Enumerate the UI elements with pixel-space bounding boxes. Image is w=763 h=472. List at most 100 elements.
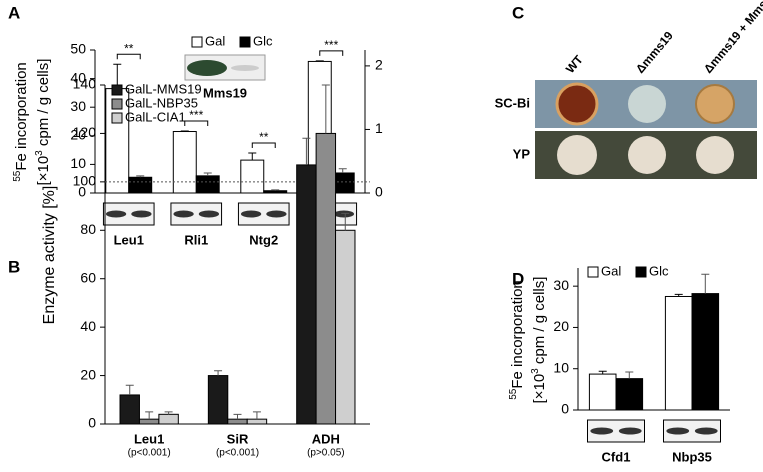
y-axis-label: 55Fe incorporation [508, 280, 526, 400]
y-tick-label: 10 [70, 155, 86, 171]
legend-swatch [239, 36, 251, 48]
blot-band [694, 427, 718, 435]
bar [172, 131, 197, 194]
category-note: (p>0.05) [307, 448, 345, 459]
error-bar [214, 370, 223, 376]
bar [246, 418, 268, 425]
error-bar [252, 411, 261, 420]
bar [588, 373, 617, 411]
legend-swatch [111, 98, 123, 110]
y-axis-label-part: cpm / g cells] [35, 59, 52, 151]
y-tick-label: 0 [561, 401, 569, 417]
blot-band [618, 427, 642, 435]
inset-label: Mms19 [203, 85, 247, 100]
blot-band [333, 210, 355, 218]
panel-label: C [512, 3, 524, 22]
bar [119, 394, 140, 425]
bar [315, 132, 337, 425]
legend-label: Gal [601, 263, 621, 278]
y-tick-label: 10 [553, 359, 569, 375]
bar [207, 375, 229, 425]
bar [263, 190, 288, 194]
y-tick-label: 80 [80, 221, 96, 237]
category-note: (p<0.001) [128, 448, 171, 459]
bar [128, 176, 153, 194]
error-bar [338, 168, 347, 173]
y-tick-label: 0 [88, 415, 96, 431]
error-bar [598, 370, 607, 375]
error-bar [136, 175, 145, 178]
error-bar [125, 384, 134, 395]
error-bar [233, 413, 242, 420]
bar [691, 293, 720, 411]
error-bar [180, 130, 189, 132]
y-axis-label: 55Fe incorporation [12, 62, 30, 182]
bar [615, 378, 644, 411]
legend-swatch [587, 266, 599, 278]
y-axis-label: Enzyme activity [%] [41, 186, 58, 325]
significance-bracket [251, 142, 276, 148]
blot [663, 419, 721, 443]
error-bar [302, 137, 311, 165]
y-tick-label: 30 [70, 98, 86, 114]
significance-bracket [319, 50, 344, 56]
significance-bracket [184, 120, 209, 126]
significance-label: *** [189, 108, 203, 122]
medium-label: SC-Bi [495, 95, 530, 110]
inset-blot [184, 54, 266, 81]
y-axis-label-part: 55 [508, 388, 519, 400]
spot-assay-image [535, 80, 757, 179]
y-axis-label-part: 55 [12, 170, 23, 182]
y-tick-label: 20 [80, 366, 96, 382]
y-tick-label: 40 [80, 318, 96, 334]
error-bar [315, 60, 324, 62]
significance-label: *** [324, 38, 338, 52]
significance-label: ** [259, 130, 269, 144]
legend-swatch [111, 84, 123, 96]
y-axis-label: [×103 cpm / g cells] [530, 277, 548, 404]
blot-band [173, 210, 194, 218]
bar [158, 413, 179, 425]
y2-tick-label: 0 [375, 184, 383, 200]
significance-bracket [116, 53, 141, 60]
legend-label: GalL-CIA1 [125, 109, 186, 124]
error-bar [321, 84, 330, 134]
x-tick-label: Nbp35 [672, 449, 712, 464]
category-note: (p<0.001) [216, 448, 259, 459]
y-tick-label: 40 [70, 69, 86, 85]
blot-band [666, 427, 690, 435]
error-bar [271, 189, 280, 191]
x-tick-label: Rli1 [184, 232, 208, 247]
significance-label: ** [124, 41, 134, 55]
y-axis-label-part: Fe incorporation [509, 280, 526, 388]
blot [237, 202, 290, 226]
bar [240, 159, 265, 194]
y-tick-label: 60 [80, 269, 96, 285]
y-axis-label-part: cpm / g cells] [531, 277, 548, 369]
y-tick-label: 20 [553, 318, 569, 334]
y2-tick-label: 1 [375, 120, 383, 136]
medium-label: YP [513, 146, 531, 161]
y-tick-label: 50 [70, 41, 86, 57]
y-axis-label-part: 3 [34, 150, 45, 156]
blot [102, 202, 155, 226]
legend-label: Glc [649, 263, 669, 278]
blot-band [266, 210, 287, 218]
legend-swatch [111, 112, 123, 124]
legend-label: GalL-MMS19 [125, 81, 202, 96]
error-bar [625, 371, 634, 379]
y-tick-label: 20 [70, 127, 86, 143]
blot [587, 419, 645, 443]
legend-label: GalL-NBP35 [125, 95, 198, 110]
panel-label: D [512, 269, 524, 288]
y-tick-label: 140 [73, 76, 97, 92]
y-axis-label-part: Fe incorporation [13, 62, 30, 170]
x-tick-label: SiR [227, 431, 249, 446]
error-bar [164, 411, 173, 415]
blot-band [131, 210, 152, 218]
bar [664, 295, 693, 411]
blot-band [198, 210, 220, 218]
y2-tick-label: 2 [375, 57, 383, 73]
legend-swatch [635, 266, 647, 278]
panel-label: A [8, 3, 20, 22]
